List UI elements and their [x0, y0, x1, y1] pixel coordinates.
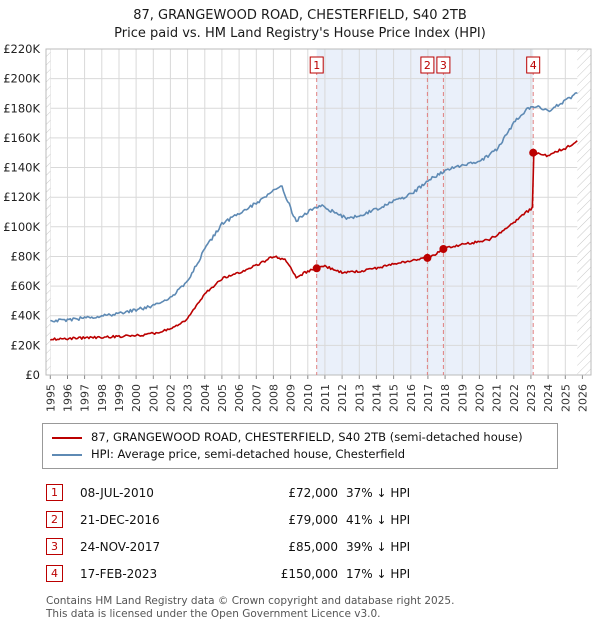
transaction-row: 4 17-FEB-2023 £150,000 17% ↓ HPI	[46, 560, 600, 587]
x-axis-tick-label: 2007	[250, 384, 263, 412]
legend-label-hpi: HPI: Average price, semi-detached house,…	[91, 447, 406, 461]
x-axis-tick-label: 2025	[559, 384, 572, 412]
sale-marker-label: 1	[313, 59, 320, 72]
x-axis-tick-label: 2020	[473, 384, 486, 412]
transactions-table: 1 08-JUL-2010 £72,000 37% ↓ HPI 2 21-DEC…	[46, 479, 600, 587]
license-footer-line1: Contains HM Land Registry data © Crown c…	[46, 595, 455, 607]
x-axis-tick-label: 2011	[319, 384, 332, 412]
sale-marker-dot	[439, 245, 448, 253]
chart-title-line2: Price paid vs. HM Land Registry's House …	[114, 26, 486, 41]
transaction-price: £150,000	[280, 566, 338, 581]
hpi-line-swatch	[52, 453, 82, 456]
x-axis-tick-label: 2021	[491, 384, 504, 412]
legend-item-hpi: HPI: Average price, semi-detached house,…	[52, 446, 548, 463]
transaction-vs-hpi: 41% ↓ HPI	[346, 512, 411, 527]
transaction-date: 17-FEB-2023	[80, 566, 158, 581]
x-axis-tick-label: 1997	[79, 384, 92, 412]
y-axis-tick-label: £0	[25, 368, 40, 382]
transaction-number-badge: 1	[46, 484, 63, 501]
transaction-number-badge: 2	[46, 511, 63, 528]
no-data-hatch	[577, 49, 591, 375]
y-axis-tick-label: £100K	[3, 220, 40, 234]
transaction-price: £79,000	[288, 512, 338, 527]
x-axis-tick-label: 2024	[542, 384, 555, 412]
transaction-date: 21-DEC-2016	[80, 512, 160, 527]
x-axis-tick-label: 2012	[336, 384, 349, 412]
sale-marker-label-box	[309, 56, 324, 74]
transaction-price: £85,000	[288, 539, 338, 554]
sale-marker-dot	[529, 148, 538, 157]
x-axis-tick-label: 1996	[62, 384, 75, 412]
y-axis-tick-label: £200K	[3, 72, 40, 86]
sale-marker-label: 4	[530, 59, 537, 72]
x-axis-tick-label: 2026	[576, 384, 589, 412]
sale-marker-dot	[423, 253, 432, 262]
y-axis-tick-label: £220K	[3, 43, 40, 56]
license-footer: Contains HM Land Registry data © Crown c…	[46, 595, 600, 621]
x-axis-tick-label: 2017	[422, 384, 435, 412]
y-axis-tick-label: £20K	[11, 338, 41, 352]
legend-item-property: 87, GRANGEWOOD ROAD, CHESTERFIELD, S40 2…	[52, 429, 548, 446]
x-axis-tick-label: 2014	[370, 384, 383, 412]
x-axis-tick-label: 2004	[199, 384, 212, 412]
no-data-hatch	[46, 49, 51, 375]
y-axis-tick-label: £60K	[11, 279, 41, 293]
sale-marker-dot	[312, 264, 321, 273]
x-axis-tick-label: 2023	[525, 384, 538, 412]
x-axis-tick-label: 2005	[216, 384, 229, 412]
transaction-number-badge: 3	[46, 538, 63, 555]
x-axis-tick-label: 2000	[130, 384, 143, 412]
transaction-row: 1 08-JUL-2010 £72,000 37% ↓ HPI	[46, 479, 600, 506]
transaction-number-badge: 4	[46, 565, 63, 582]
x-axis-tick-label: 2018	[439, 384, 452, 412]
y-axis-tick-label: £120K	[3, 190, 40, 204]
x-axis-tick-label: 1995	[44, 384, 57, 412]
ownership-shade	[316, 49, 534, 375]
y-axis-tick-label: £40K	[11, 309, 41, 323]
x-axis-tick-label: 2015	[388, 384, 401, 412]
x-axis-tick-label: 2022	[508, 384, 521, 412]
chart-title-line1: 87, GRANGEWOOD ROAD, CHESTERFIELD, S40 2…	[133, 8, 467, 23]
transaction-vs-hpi: 39% ↓ HPI	[346, 539, 411, 554]
chart-title: 87, GRANGEWOOD ROAD, CHESTERFIELD, S40 2…	[0, 0, 600, 43]
y-axis-tick-label: £180K	[3, 101, 40, 115]
chart-legend: 87, GRANGEWOOD ROAD, CHESTERFIELD, S40 2…	[42, 423, 558, 469]
license-footer-line2: This data is licensed under the Open Gov…	[46, 608, 381, 620]
x-axis-tick-label: 1999	[113, 384, 126, 412]
hpi-line	[50, 91, 578, 323]
transaction-vs-hpi: 37% ↓ HPI	[346, 485, 411, 500]
transaction-row: 3 24-NOV-2017 £85,000 39% ↓ HPI	[46, 533, 600, 560]
transaction-date: 08-JUL-2010	[80, 485, 154, 500]
price-chart: £0 £20K £40K £60K £80K £100K £120K £140K £160K £1…	[0, 42, 600, 421]
transaction-price: £72,000	[288, 485, 338, 500]
x-axis-tick-label: 2001	[147, 384, 160, 412]
x-axis-tick-label: 2003	[182, 384, 195, 412]
sale-marker-label: 3	[440, 59, 447, 72]
y-axis-tick-label: £160K	[3, 131, 40, 145]
transaction-vs-hpi: 17% ↓ HPI	[346, 566, 411, 581]
sale-marker-label: 2	[424, 59, 431, 72]
transaction-date: 24-NOV-2017	[80, 539, 161, 554]
sale-marker-label-box	[436, 56, 451, 74]
property-line-swatch	[52, 436, 82, 439]
x-axis-tick-label: 2009	[285, 384, 298, 412]
y-axis-tick-label: £140K	[3, 161, 40, 175]
x-axis-tick-label: 2008	[267, 384, 280, 412]
transaction-row: 2 21-DEC-2016 £79,000 41% ↓ HPI	[46, 506, 600, 533]
sale-marker-label-box	[420, 56, 435, 74]
x-axis-tick-label: 2019	[456, 384, 469, 412]
x-axis-tick-label: 1998	[96, 384, 109, 412]
legend-label-property: 87, GRANGEWOOD ROAD, CHESTERFIELD, S40 2…	[91, 430, 523, 444]
y-axis-tick-label: £80K	[11, 250, 41, 264]
sale-marker-label-box	[526, 56, 541, 74]
x-axis-tick-label: 2013	[353, 384, 366, 412]
x-axis-tick-label: 2016	[405, 384, 418, 412]
x-axis-tick-label: 2006	[233, 384, 246, 412]
x-axis-tick-label: 2002	[164, 384, 177, 412]
x-axis-tick-label: 2010	[302, 384, 315, 412]
